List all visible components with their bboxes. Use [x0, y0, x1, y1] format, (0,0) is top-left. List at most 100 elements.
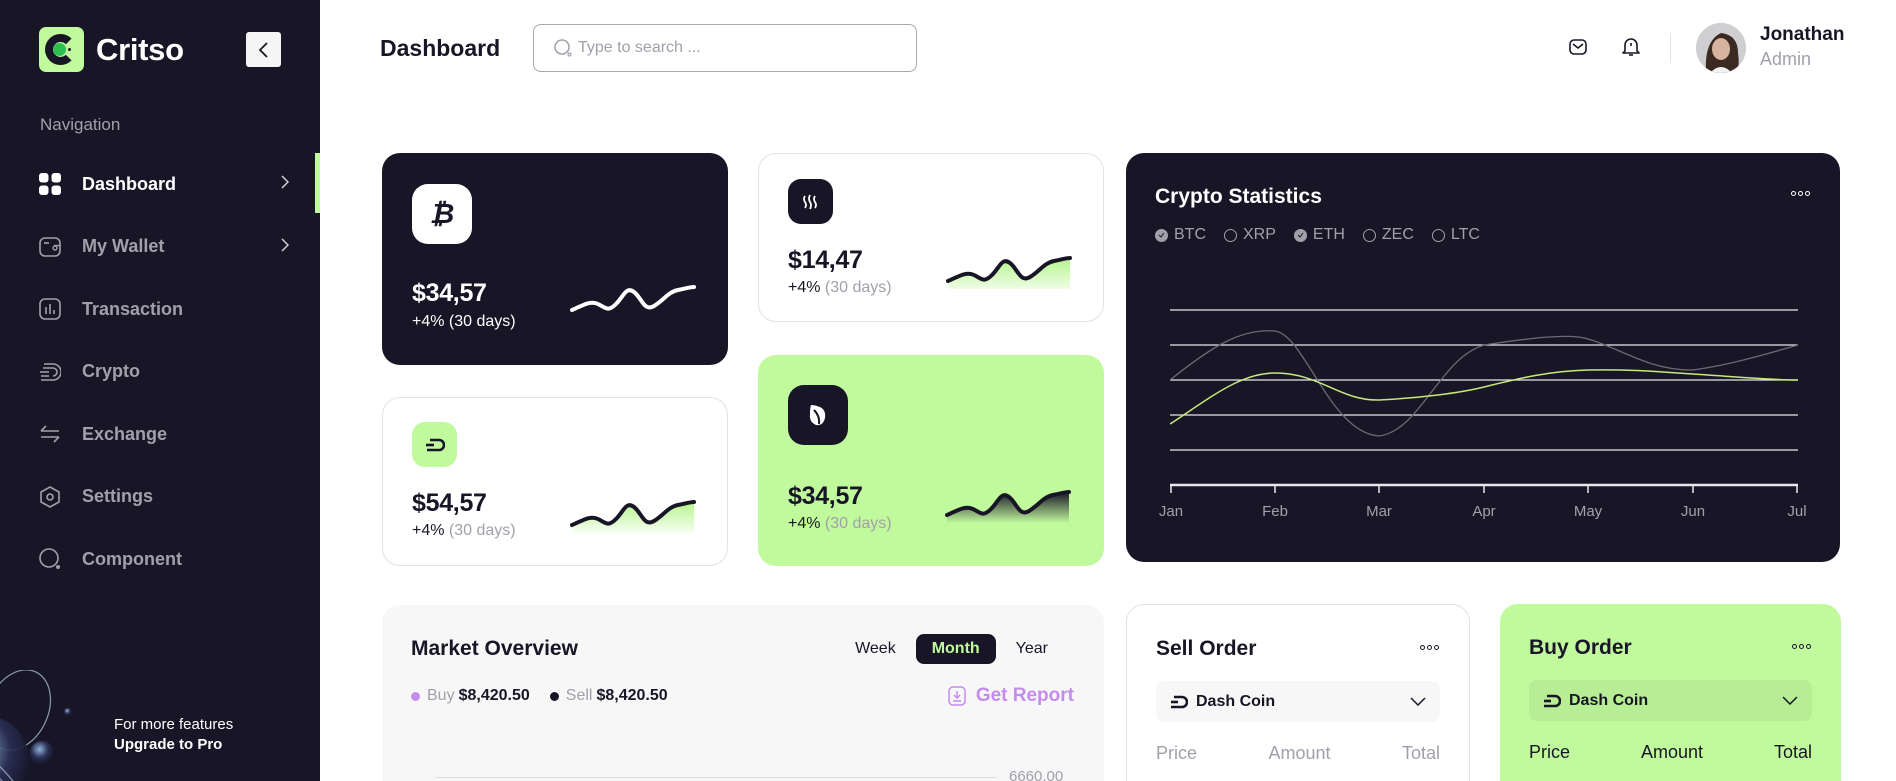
chart-legend: BTC XRP ETH ZEC LTC [1155, 226, 1480, 244]
column-header-price: Price [1156, 743, 1198, 763]
buy-dot-icon [411, 691, 420, 701]
x-tick-label: Mar [1366, 503, 1392, 520]
sidebar-item-transaction[interactable]: Transaction [0, 278, 320, 341]
coin-price: $34,57 [788, 482, 863, 510]
wallet-icon [39, 236, 61, 258]
column-header-total: Total [1773, 742, 1812, 762]
leaf-icon [788, 385, 848, 445]
coin-change: +4% (30 days) [412, 522, 516, 539]
x-tick-label: Jun [1680, 503, 1706, 520]
checked-icon [1293, 228, 1307, 242]
coin-price: $34,57 [412, 279, 487, 307]
more-options-button[interactable] [1420, 645, 1439, 650]
app-name: Critso [96, 31, 184, 67]
y-tick-label: 6660.00 [1009, 768, 1064, 781]
buy-value: $8,420.50 [458, 687, 530, 704]
more-options-button[interactable] [1791, 191, 1810, 196]
legend-item-zec[interactable]: ZEC [1362, 226, 1414, 244]
column-header-price: Price [1529, 742, 1571, 762]
crypto-line-chart [1170, 309, 1798, 451]
coin-change: +4% (30 days) [412, 313, 516, 330]
sell-dot-icon [549, 691, 559, 701]
coin-card-bitcoin[interactable]: ₿ $34,57 +4% (30 days) [382, 153, 728, 365]
search-input[interactable] [578, 39, 898, 57]
chart-gridline [436, 777, 996, 778]
sidebar-item-exchange[interactable]: Exchange [0, 403, 320, 466]
sidebar-item-label: Settings [82, 486, 154, 507]
legend-item-xrp[interactable]: XRP [1224, 226, 1276, 244]
x-axis [1170, 483, 1798, 493]
dash-icon [412, 422, 457, 467]
coin-card-steem[interactable]: $14,47 +4% (30 days) [758, 153, 1104, 322]
coin-change: +4% (30 days) [788, 515, 892, 532]
bell-icon [1622, 38, 1640, 56]
sidebar-item-my-wallet[interactable]: My Wallet [0, 216, 320, 279]
x-tick-label: Apr [1472, 503, 1496, 520]
sidebar-item-crypto[interactable]: Crypto [0, 341, 320, 404]
header-divider [1670, 33, 1671, 63]
logo[interactable]: Critso [39, 27, 184, 72]
search-box[interactable] [533, 24, 917, 72]
sparkline-chart [946, 256, 1072, 289]
grid-icon [39, 173, 61, 196]
buy-coin-select[interactable]: Dash Coin [1529, 680, 1812, 721]
sell-label: Sell [565, 687, 593, 704]
sidebar-item-dashboard[interactable]: Dashboard [0, 153, 320, 216]
sparkline-chart [945, 490, 1071, 523]
sidebar-item-label: Exchange [82, 423, 168, 444]
buy-order-header: Price Amount Total [1529, 742, 1812, 763]
more-options-button[interactable] [1792, 644, 1811, 649]
dot-icon [1427, 645, 1432, 650]
chevron-left-icon [258, 41, 268, 58]
messages-button[interactable] [1566, 35, 1590, 59]
bar-chart-icon [39, 298, 61, 321]
dot-icon [1799, 644, 1804, 649]
hexagon-settings-icon [39, 485, 61, 508]
search-icon [554, 39, 572, 57]
checked-icon [1155, 228, 1168, 242]
tab-week[interactable]: Week [855, 640, 896, 657]
sidebar-item-settings[interactable]: Settings [0, 466, 320, 529]
collapse-sidebar-button[interactable] [246, 32, 281, 67]
bitcoin-icon: ₿ [412, 184, 472, 244]
sidebar-item-label: Dashboard [82, 173, 177, 194]
sidebar-item-label: Crypto [82, 361, 140, 382]
buy-order-title: Buy Order [1529, 636, 1632, 659]
user-name: Jonathan [1760, 24, 1845, 45]
dash-coin-icon [39, 361, 61, 383]
dot-icon [1791, 191, 1796, 196]
dot-icon [1434, 645, 1439, 650]
upgrade-subtitle: For more features [114, 716, 234, 733]
tab-month[interactable]: Month [915, 634, 996, 664]
upgrade-promo[interactable]: For more features Upgrade to Pro [114, 715, 233, 755]
logo-icon [39, 27, 84, 72]
coin-card-dash[interactable]: $54,57 +4% (30 days) [382, 397, 728, 566]
market-overview-card: Market Overview Week Month Year Buy $8,4… [382, 605, 1104, 781]
sell-coin-select[interactable]: Dash Coin [1156, 681, 1440, 722]
mail-icon [1569, 39, 1587, 55]
upgrade-link[interactable]: Upgrade to Pro [114, 736, 223, 753]
sell-order-header: Price Amount Total [1156, 743, 1440, 764]
x-tick-label: May [1573, 503, 1603, 520]
column-header-total: Total [1401, 743, 1440, 763]
legend-item-ltc[interactable]: LTC [1431, 226, 1480, 244]
dash-coin-icon [1171, 695, 1188, 708]
tab-year[interactable]: Year [1015, 640, 1048, 657]
sidebar-item-component[interactable]: Component [0, 528, 320, 591]
notifications-button[interactable] [1619, 35, 1643, 59]
sell-value: $8,420.50 [596, 687, 668, 704]
page-title: Dashboard [380, 35, 501, 61]
coin-price: $54,57 [412, 489, 487, 517]
avatar[interactable] [1696, 23, 1746, 73]
coin-card-leaf[interactable]: $34,57 +4% (30 days) [758, 355, 1104, 566]
legend-item-eth[interactable]: ETH [1293, 226, 1345, 244]
x-tick-label: Jul [1787, 503, 1807, 520]
unchecked-icon [1224, 228, 1237, 242]
legend-item-btc[interactable]: BTC [1155, 226, 1206, 244]
market-overview-title: Market Overview [411, 637, 578, 660]
buy-order-card: Buy Order Dash Coin Price Amount Total [1500, 604, 1841, 781]
crypto-statistics-card: Crypto Statistics BTC XRP ETH ZEC LTC [1126, 153, 1840, 562]
eth-line [1170, 369, 1798, 425]
crypto-statistics-title: Crypto Statistics [1155, 185, 1322, 208]
get-report-button[interactable]: Get Report [948, 685, 1074, 707]
